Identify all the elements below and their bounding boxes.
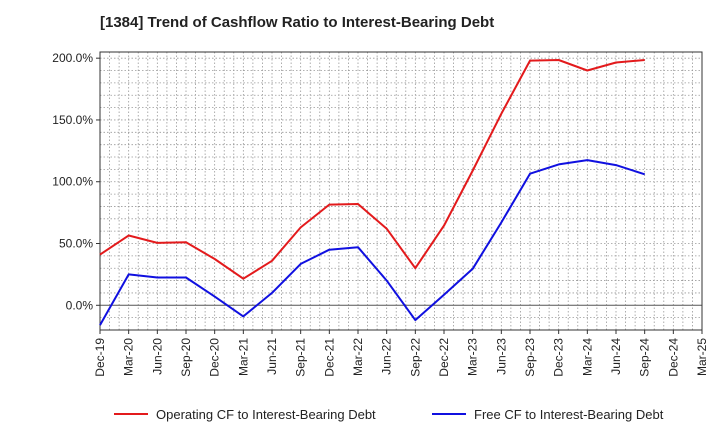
x-tick-label: Sep-23 [523, 338, 537, 377]
y-tick-label: 50.0% [59, 237, 93, 251]
x-axis: Dec-19 Mar-20 Jun-20 Sep-20 Dec-20 Mar-21 Jun-… [93, 330, 709, 377]
x-tick-label: Dec-19 [93, 338, 107, 377]
series-line-free-cf [99, 159, 646, 326]
x-tick-label: Mar-21 [236, 338, 250, 376]
y-tick-label: 100.0% [52, 175, 93, 189]
x-tick-label: Jun-22 [380, 338, 394, 375]
x-tick-label: Dec-22 [437, 338, 451, 377]
x-tick-label: Dec-20 [208, 338, 222, 377]
x-tick-label: Jun-20 [150, 338, 164, 375]
x-tick-label: Mar-23 [466, 338, 480, 376]
x-tick-label: Dec-24 [666, 338, 680, 377]
chart-title: [1384] Trend of Cashflow Ratio to Intere… [100, 14, 495, 31]
y-tick-label: 150.0% [52, 113, 93, 127]
x-tick-label: Jun-21 [265, 338, 279, 375]
x-tick-label: Dec-21 [322, 338, 336, 377]
x-tick-label: Sep-21 [294, 338, 308, 377]
x-tick-label: Mar-20 [122, 338, 136, 376]
x-tick-label: Jun-24 [609, 338, 623, 375]
x-tick-label: Mar-25 [695, 338, 709, 376]
y-axis: 0.0% 50.0% 100.0% 150.0% 200.0% [52, 51, 100, 312]
x-tick-label: Dec-23 [552, 338, 566, 377]
series-line-operating-cf [99, 59, 645, 280]
plot-frame [99, 51, 703, 331]
legend: Operating CF to Interest-Bearing Debt Fre… [114, 407, 664, 422]
x-tick-label: Sep-22 [408, 338, 422, 377]
legend-label: Free CF to Interest-Bearing Debt [474, 407, 664, 422]
legend-label: Operating CF to Interest-Bearing Debt [156, 407, 376, 422]
x-tick-label: Sep-24 [638, 338, 652, 377]
grid [100, 52, 702, 330]
x-tick-label: Jun-23 [494, 338, 508, 375]
y-tick-label: 0.0% [66, 298, 94, 312]
x-tick-label: Mar-22 [351, 338, 365, 376]
x-tick-label: Sep-20 [179, 338, 193, 377]
x-tick-label: Mar-24 [580, 338, 594, 376]
y-tick-label: 200.0% [52, 51, 93, 65]
series-layer [99, 59, 646, 326]
